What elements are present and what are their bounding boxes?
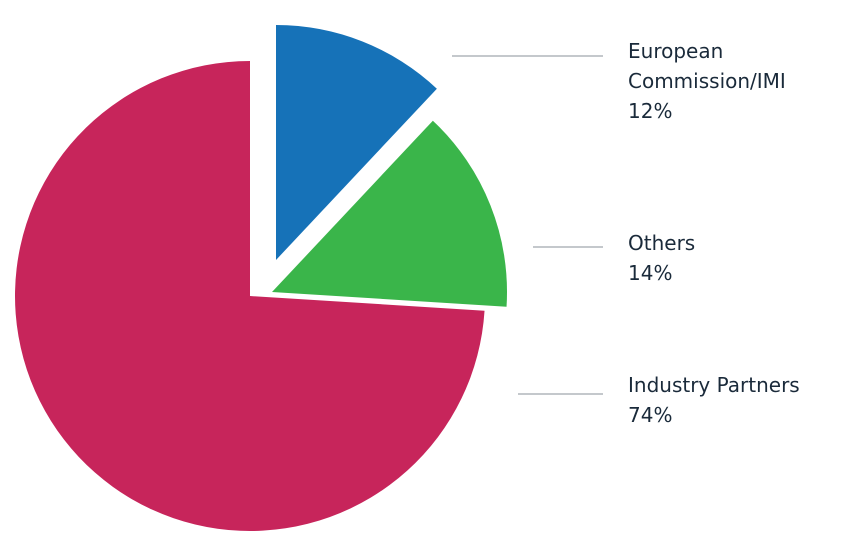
slice-label-3: Industry Partners 74%: [628, 373, 800, 427]
pie-slice-3: [15, 61, 485, 532]
slice-value-label: 12%: [628, 99, 672, 123]
slice-name-label: Others: [628, 231, 695, 255]
slice-name-label: European: [628, 39, 723, 63]
pie-slices: [15, 25, 508, 532]
pie-slice-2: [272, 120, 508, 307]
slice-name-label: Industry Partners: [628, 373, 800, 397]
slice-label-2: Others 14%: [628, 231, 695, 285]
slice-labels: European Commission/IMI 12% Others 14% Indust…: [452, 39, 800, 427]
slice-name-label: Commission/IMI: [628, 69, 786, 93]
slice-label-1: European Commission/IMI 12%: [628, 39, 786, 123]
slice-value-label: 74%: [628, 403, 672, 427]
pie-slice-1: [276, 25, 437, 260]
slice-value-label: 14%: [628, 261, 672, 285]
